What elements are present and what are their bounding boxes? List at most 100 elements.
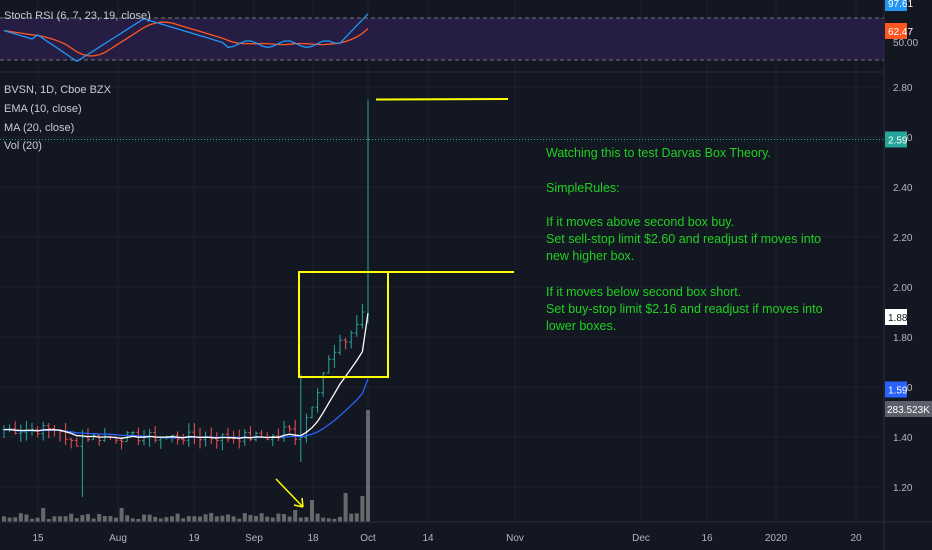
volume-bar (130, 518, 135, 522)
stoch-badge-k-bg (885, 0, 907, 11)
price-tick-label: 2.40 (893, 183, 913, 194)
volume-bar (175, 513, 180, 522)
stoch-badge-d: 62.47 (888, 27, 913, 38)
volume-bar (198, 516, 202, 522)
stoch-label: Stoch RSI (6, 7, 23, 19, close) (4, 10, 151, 22)
stoch-badge-k: 97.61 (888, 0, 913, 10)
volume-bar (192, 516, 197, 522)
volume-bar (326, 518, 331, 522)
volume-bar (46, 518, 51, 522)
volume-bar (231, 516, 236, 522)
volume-bar (91, 518, 96, 522)
time-tick-label: Aug (109, 533, 127, 544)
volume-bar (298, 517, 303, 522)
stoch-badge-d-bg (885, 23, 907, 39)
volume-bar (108, 516, 113, 522)
volume-bar (153, 516, 158, 522)
volume-bar (209, 513, 214, 522)
volume-bar (304, 517, 309, 522)
note-line-1: Watching this to test Darvas Box Theory. (546, 146, 771, 160)
note-line-5: new higher box. (546, 249, 635, 263)
volume-bar (181, 518, 186, 522)
volume-bar (214, 516, 219, 522)
vol-label: Vol (20) (4, 140, 42, 152)
volume-bar (265, 516, 270, 522)
price-badge-ema-bg (885, 309, 907, 325)
stoch-k-line (3, 13, 369, 63)
volume-bar (97, 514, 102, 522)
volume-bar (315, 513, 320, 522)
symbol-label: BVSN, 1D, Cboe BZX (4, 84, 111, 96)
volume-bar (69, 513, 74, 522)
volume-bar (242, 513, 247, 522)
volume-bar (332, 518, 337, 522)
ema-label: EMA (10, close) (4, 103, 82, 115)
volume-bar (136, 518, 141, 522)
price-tick-label: 1.20 (893, 483, 913, 494)
volume-bar (203, 514, 208, 522)
volume-bar (321, 517, 326, 522)
level-line-2-75 (375, 98, 509, 101)
volume-bar (63, 516, 68, 522)
time-tick-label: 14 (422, 533, 434, 544)
volume-bar (80, 515, 85, 522)
note-line-7: Set buy-stop limit $2.16 and readjust if… (546, 302, 823, 316)
volume-bar (226, 514, 230, 522)
volume-bar (338, 516, 342, 522)
volume-bar (52, 516, 57, 522)
volume-bar (102, 516, 107, 522)
volume-bar (13, 517, 18, 522)
stoch-band (0, 18, 884, 60)
time-tick-label: 18 (307, 533, 319, 544)
volume-bar (276, 513, 281, 522)
price-badge-current-bg (885, 131, 907, 148)
volume-bar (24, 514, 29, 522)
volume-bar (114, 517, 118, 522)
volume-bar (310, 500, 314, 522)
volume-bar (237, 518, 242, 522)
arrow-shaft (275, 478, 304, 508)
darvas-box (298, 271, 389, 378)
volume-bar (125, 515, 130, 522)
price-tick-label: 1.80 (893, 333, 913, 344)
note-line-3: If it moves above second box buy. (546, 215, 735, 229)
price-tick-label: 2.20 (893, 233, 913, 244)
time-tick-label: 20 (850, 533, 862, 544)
volume-bar (142, 514, 146, 522)
volume-bar (343, 493, 348, 522)
time-tick-label: Sep (245, 533, 263, 544)
volume-bar (282, 514, 286, 522)
volume-bar (2, 516, 6, 522)
price-badge-current: 2.59 (888, 136, 908, 147)
grid (0, 0, 884, 522)
volume-bar (41, 508, 46, 522)
arrow-head (293, 497, 304, 508)
indicator-lines (3, 313, 369, 440)
volume-bar (349, 513, 354, 522)
note-line-8: lower boxes. (546, 319, 617, 333)
volume-bar (287, 516, 292, 522)
volume-bar (270, 517, 275, 522)
note-line-6: If it moves below second box short. (546, 285, 742, 299)
volume-bar (360, 496, 365, 522)
volume-bars (2, 410, 370, 522)
volume-bar (7, 517, 12, 522)
time-tick-label: 2020 (765, 533, 788, 544)
volume-bar (74, 518, 79, 522)
note-line-4: Set sell-stop limit $2.60 and readjust i… (546, 232, 822, 246)
volume-bar (58, 516, 62, 522)
volume-bar (164, 517, 169, 522)
volume-bar (86, 514, 90, 522)
stoch-lines (3, 13, 369, 63)
stoch-tick-label: 50.00 (893, 38, 918, 49)
time-tick-label: 15 (32, 533, 44, 544)
price-badge-ema: 1.88 (888, 313, 908, 324)
volume-bar (354, 513, 359, 522)
price-tick-label: 1.40 (893, 433, 913, 444)
volume-bar (259, 513, 264, 522)
price-badge-ma: 1.59 (888, 386, 908, 397)
volume-bar (147, 514, 152, 522)
